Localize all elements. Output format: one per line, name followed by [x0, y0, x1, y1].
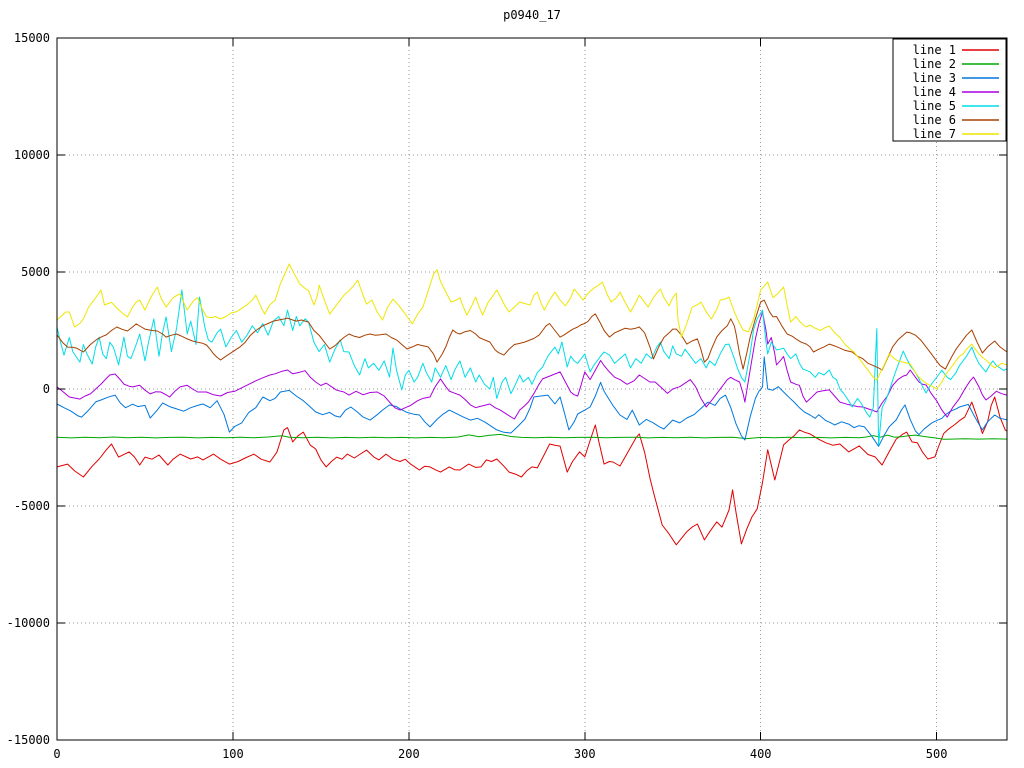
series-line-3	[56, 356, 1008, 447]
legend-box	[892, 38, 1007, 142]
legend-label: line 5	[913, 99, 956, 113]
legend-label: line 4	[913, 85, 956, 99]
x-tick-label: 0	[53, 747, 60, 761]
y-tick-label: 5000	[21, 265, 50, 279]
y-tick-label: 0	[43, 382, 50, 396]
y-tick-label: -5000	[14, 499, 50, 513]
x-tick-label: 500	[926, 747, 948, 761]
legend-label: line 7	[913, 127, 956, 141]
y-tick-label: 15000	[14, 31, 50, 45]
y-tick-label: -10000	[7, 616, 50, 630]
x-tick-label: 200	[398, 747, 420, 761]
legend-label: line 2	[913, 57, 956, 71]
series-line-6	[56, 299, 1008, 371]
x-tick-label: 300	[574, 747, 596, 761]
chart-title: p0940_17	[503, 8, 561, 22]
x-tick-label: 400	[750, 747, 772, 761]
legend-label: line 3	[913, 71, 956, 85]
legend-label: line 1	[913, 43, 956, 57]
series-line-2	[56, 433, 1008, 440]
plot-border	[56, 37, 1008, 741]
x-tick-label: 100	[222, 747, 244, 761]
series-line-5	[56, 289, 1008, 446]
series-line-1	[56, 396, 1008, 546]
series-line-7	[56, 263, 1008, 390]
legend-label: line 6	[913, 113, 956, 127]
series-line-4	[56, 311, 1008, 420]
y-tick-label: -15000	[7, 733, 50, 747]
y-tick-label: 10000	[14, 148, 50, 162]
